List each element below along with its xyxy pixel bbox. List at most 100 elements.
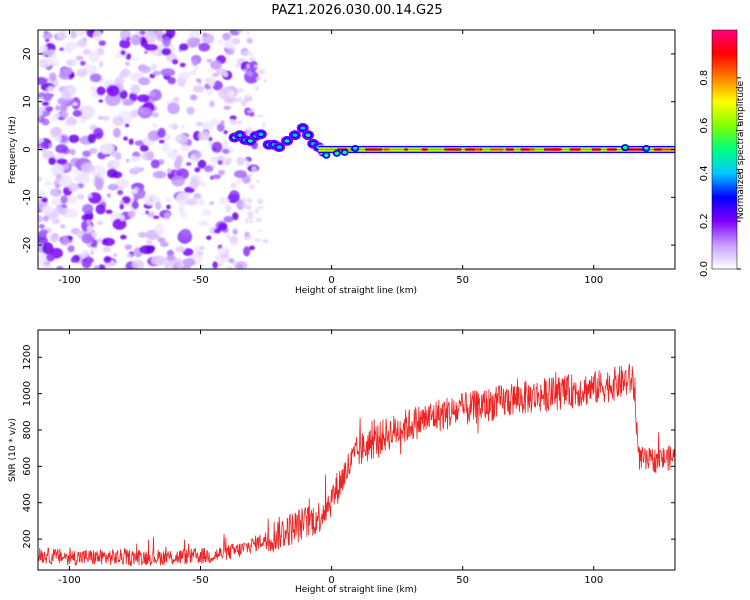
transition-core bbox=[284, 139, 290, 143]
carrier-bump-core bbox=[342, 150, 347, 155]
noise-blob bbox=[180, 124, 185, 130]
noise-blob bbox=[209, 201, 215, 206]
noise-blob bbox=[59, 104, 68, 113]
noise-blob bbox=[130, 34, 142, 46]
noise-blob bbox=[202, 209, 211, 217]
noise-blob bbox=[222, 32, 231, 41]
noise-blob bbox=[121, 196, 131, 204]
noise-blob bbox=[226, 266, 234, 269]
noise-blob bbox=[236, 156, 245, 165]
noise-blob bbox=[125, 158, 130, 163]
noise-blob bbox=[82, 150, 92, 157]
noise-blob bbox=[247, 174, 253, 177]
noise-blob bbox=[150, 159, 160, 169]
noise-blob bbox=[48, 157, 57, 166]
noise-blob bbox=[244, 217, 249, 224]
noise-blob bbox=[254, 64, 258, 68]
noise-blob bbox=[38, 76, 48, 85]
noise-blob bbox=[79, 60, 86, 66]
noise-blob bbox=[222, 148, 230, 154]
noise-blob bbox=[199, 245, 205, 251]
noise-blob bbox=[89, 86, 97, 91]
noise-blob bbox=[189, 94, 198, 101]
noise-blob bbox=[248, 220, 254, 224]
noise-blob bbox=[206, 235, 212, 240]
transition-core bbox=[292, 133, 298, 137]
noise-blob bbox=[246, 211, 254, 216]
noise-blob bbox=[180, 144, 190, 152]
noise-blob bbox=[70, 60, 78, 65]
noise-blob bbox=[106, 193, 112, 198]
noise-blob bbox=[86, 219, 91, 225]
noise-blob bbox=[68, 183, 80, 192]
noise-blob bbox=[166, 254, 176, 262]
noise-blob bbox=[122, 266, 127, 269]
noise-blob bbox=[209, 100, 215, 108]
noise-blob bbox=[194, 167, 201, 173]
snr-ytick-label: 800 bbox=[22, 420, 33, 439]
noise-blob bbox=[94, 177, 104, 191]
noise-blob bbox=[220, 253, 229, 259]
noise-blob bbox=[165, 30, 176, 39]
noise-blob bbox=[107, 183, 119, 191]
transition-core bbox=[237, 133, 243, 137]
noise-blob bbox=[231, 261, 237, 266]
noise-blob bbox=[185, 162, 192, 166]
noise-blob bbox=[137, 94, 150, 103]
noise-blob bbox=[89, 73, 102, 83]
noise-blob bbox=[246, 71, 253, 77]
noise-blob bbox=[59, 175, 73, 188]
noise-blob bbox=[186, 198, 198, 206]
noise-blob bbox=[184, 192, 191, 197]
noise-blob bbox=[131, 259, 145, 269]
noise-blob bbox=[38, 190, 46, 199]
noise-blob bbox=[63, 67, 73, 76]
noise-blob bbox=[164, 212, 171, 220]
noise-blob bbox=[48, 72, 57, 82]
noise-blob bbox=[41, 205, 54, 215]
noise-blob bbox=[75, 55, 84, 61]
noise-blob bbox=[98, 40, 107, 46]
noise-blob bbox=[166, 249, 175, 257]
noise-blob bbox=[139, 30, 146, 36]
noise-blob bbox=[171, 123, 179, 130]
noise-blob bbox=[119, 203, 124, 210]
spectrogram-xtick-label: 0 bbox=[328, 275, 334, 286]
spectrogram-heatmap bbox=[38, 30, 675, 269]
noise-blob bbox=[198, 220, 209, 227]
noise-blob bbox=[225, 209, 232, 213]
noise-blob bbox=[77, 182, 84, 189]
noise-blob bbox=[48, 143, 53, 149]
noise-blob bbox=[87, 193, 93, 198]
noise-blob bbox=[38, 106, 44, 117]
noise-blob bbox=[146, 150, 155, 161]
noise-blob bbox=[168, 123, 174, 130]
noise-blob bbox=[60, 195, 68, 204]
colorbar-label: Normalized spectral amplitude bbox=[736, 80, 746, 219]
noise-blob bbox=[235, 97, 241, 103]
noise-blob bbox=[204, 165, 214, 173]
noise-blob bbox=[72, 168, 78, 174]
carrier-bump-core bbox=[622, 145, 628, 150]
noise-blob bbox=[140, 212, 145, 216]
noise-blob bbox=[91, 165, 107, 178]
noise-blob bbox=[98, 99, 104, 103]
noise-blob bbox=[79, 119, 87, 124]
noise-blob bbox=[151, 112, 159, 118]
noise-blob bbox=[216, 68, 228, 76]
snr-xlabel: Height of straight line (km) bbox=[295, 585, 417, 595]
colorbar: 0.0 0.2 0.4 0.6 0.8 Normalized spectral ampl… bbox=[699, 29, 746, 277]
noise-blob bbox=[92, 30, 102, 42]
noise-blob bbox=[124, 244, 133, 250]
noise-blob bbox=[152, 170, 167, 179]
noise-blob bbox=[130, 109, 139, 118]
noise-blob bbox=[119, 89, 128, 100]
noise-blob bbox=[225, 157, 233, 162]
noise-blob bbox=[254, 208, 259, 214]
noise-blob bbox=[60, 111, 69, 118]
spectrogram-xtick-label: -100 bbox=[58, 275, 81, 286]
noise-blob bbox=[138, 167, 145, 172]
noise-blob bbox=[139, 107, 152, 115]
spectrogram-xtick-label: 50 bbox=[456, 275, 469, 286]
noise-blob bbox=[152, 70, 161, 76]
